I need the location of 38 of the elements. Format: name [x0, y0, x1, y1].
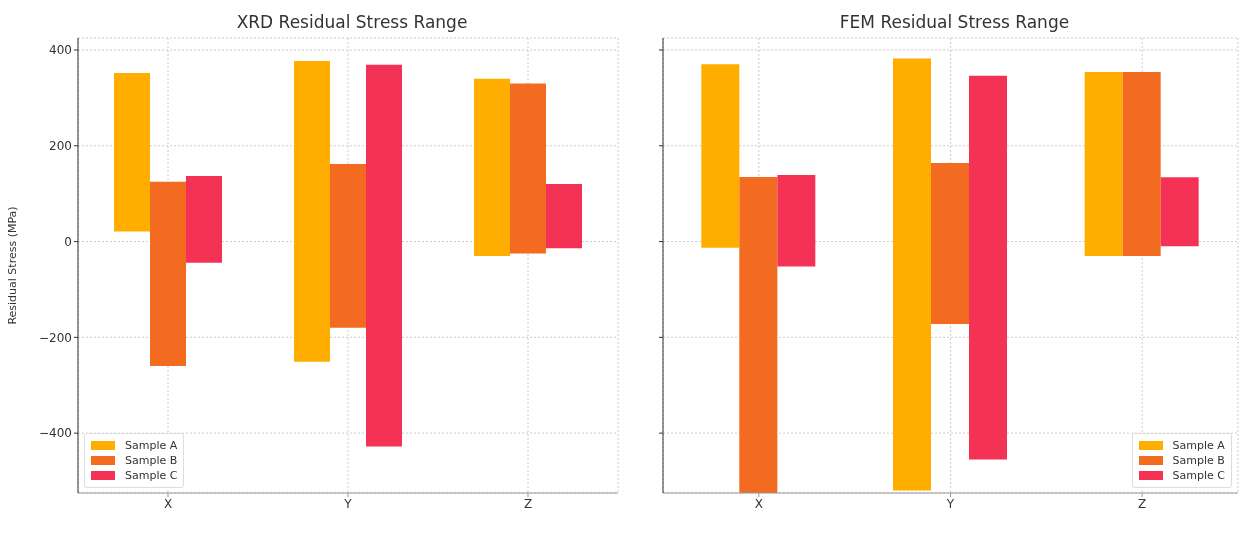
y-tick-label: −400 [39, 426, 72, 441]
x-tick-label: X [163, 496, 173, 511]
bar [510, 83, 546, 254]
chart-title: XRD Residual Stress Range [235, 12, 469, 32]
bar [893, 58, 931, 491]
legend-label: Sample A [1172, 439, 1225, 452]
bar [150, 181, 186, 367]
bar [330, 163, 366, 328]
bar [186, 175, 222, 263]
bar [739, 176, 778, 493]
bar [1122, 72, 1161, 256]
legend-label: Sample A [125, 439, 178, 452]
bar [701, 64, 740, 248]
bar [931, 163, 969, 324]
bar [114, 72, 150, 232]
chart-title: FEM Residual Stress Range [838, 12, 1071, 32]
bar [366, 64, 402, 447]
x-tick-label: Y [945, 496, 955, 511]
bar [546, 184, 582, 249]
legend-label: Sample B [125, 454, 178, 467]
y-tick-label: 200 [49, 139, 72, 154]
y-axis-title: Residual Stress (MPa) [5, 206, 19, 325]
bar [969, 75, 1007, 460]
bar [1160, 177, 1199, 247]
y-tick-label: 400 [49, 43, 72, 58]
bar [777, 174, 816, 267]
legend-label: Sample C [1172, 469, 1225, 482]
y-tick-label: −200 [39, 330, 72, 345]
x-tick-label: X [754, 496, 763, 511]
x-tick-label: Y [343, 496, 353, 511]
bar [474, 78, 510, 256]
legend-label: Sample C [125, 469, 178, 482]
x-tick-label: Z [523, 496, 533, 511]
y-tick-label: 0 [64, 234, 72, 249]
bar [1084, 72, 1123, 256]
x-tick-label: Z [1138, 496, 1147, 511]
legend-label: Sample B [1172, 454, 1225, 467]
bar [294, 60, 330, 362]
